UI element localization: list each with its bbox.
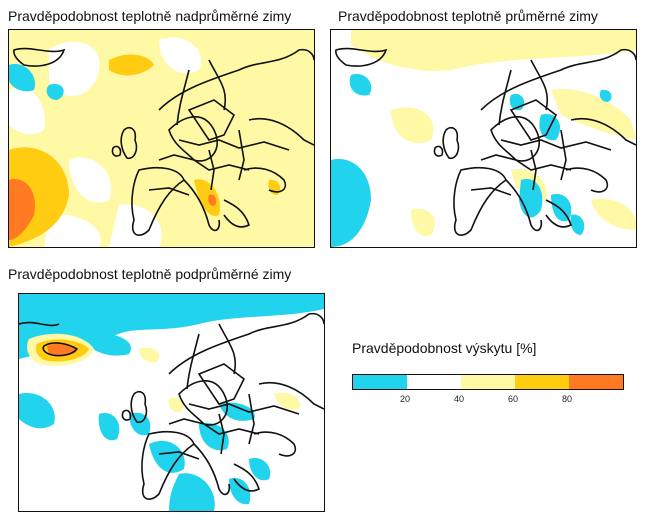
map-below-average	[18, 293, 325, 512]
legend-label-60: 60	[508, 394, 519, 404]
legend-label-20: 20	[400, 394, 411, 404]
panel-title-below: Pravděpodobnost teplotně podprůměrné zim…	[8, 266, 292, 282]
legend-swatch-40-60	[461, 375, 515, 389]
legend-title: Pravděpodobnost výskytu [%]	[352, 340, 537, 356]
legend-label-80: 80	[562, 394, 573, 404]
map-above-average	[8, 29, 315, 248]
legend-swatch-0-20	[353, 375, 407, 389]
panel-title-normal: Pravděpodobnost teplotně průměrné zimy	[338, 8, 598, 24]
legend-color-bar	[352, 374, 624, 390]
legend-swatch-80-100	[569, 375, 623, 389]
legend-swatch-60-80	[515, 375, 569, 389]
map-average	[330, 29, 637, 248]
legend-label-40: 40	[454, 394, 465, 404]
legend-swatch-20-40	[407, 375, 461, 389]
panel-title-above: Pravděpodobnost teplotně nadprůměrné zim…	[8, 8, 292, 24]
